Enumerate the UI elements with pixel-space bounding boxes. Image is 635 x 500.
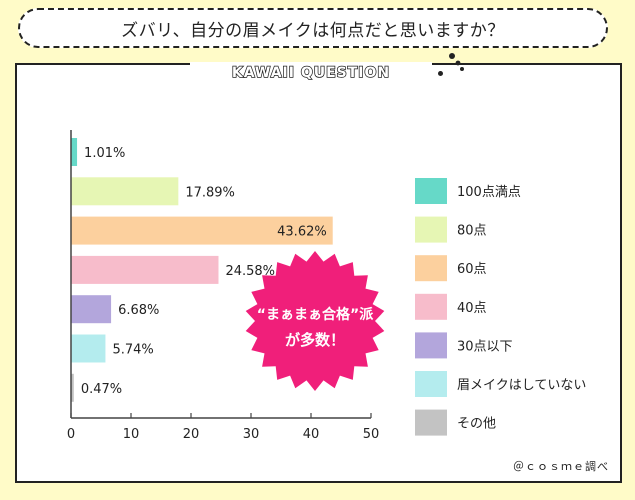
- legend-label-5: 30点以下: [457, 339, 513, 354]
- bar-2: [71, 177, 179, 206]
- bar-6: [71, 334, 106, 363]
- legend-swatch-6: [415, 371, 447, 397]
- bar-value-label-2: 17.89%: [185, 185, 235, 200]
- question-bubble: ズバリ、自分の眉メイクは何点だと思いますか？: [18, 8, 608, 48]
- bubble-tail-dot-1: [449, 53, 455, 59]
- bar-3: [71, 216, 333, 245]
- source-credit: ＠ｃｏｓｍｅ調べ: [513, 460, 609, 473]
- bar-value-label-3: 43.62%: [277, 225, 327, 240]
- kawaii-question-tag: KAWAII QUESTION: [190, 62, 432, 84]
- bubble-tail-dot-3: [460, 67, 464, 71]
- bar-1: [71, 138, 78, 166]
- bar-value-label-5: 6.68%: [118, 303, 159, 318]
- bar-5: [71, 295, 112, 324]
- legend-label-4: 40点: [457, 301, 487, 316]
- tag-text: KAWAII QUESTION: [231, 64, 391, 82]
- legend-swatch-4: [415, 293, 447, 320]
- bar-4: [71, 255, 219, 284]
- legend-label-3: 60点: [457, 262, 487, 277]
- x-tick-label-50: 50: [363, 427, 380, 442]
- callout-line-2: が多数！: [285, 331, 345, 349]
- callout-line-1: “まぁまぁ合格”派: [257, 306, 374, 323]
- legend-swatch-5: [415, 332, 447, 359]
- bar-value-label-4: 24.58%: [225, 264, 275, 279]
- legend-swatch-1: [415, 178, 447, 204]
- legend-label-1: 100点満点: [457, 185, 521, 200]
- legend-swatch-3: [415, 255, 447, 282]
- legend-label-2: 80点: [457, 224, 487, 239]
- legend-label-7: その他: [457, 417, 496, 432]
- bar-7: [71, 373, 74, 402]
- x-tick-label-0: 0: [67, 427, 75, 442]
- bar-value-label-7: 0.47%: [81, 382, 122, 397]
- x-tick-label-10: 10: [123, 427, 140, 442]
- bar-value-label-6: 5.74%: [112, 343, 153, 358]
- x-tick-label-40: 40: [303, 427, 320, 442]
- question-text: ズバリ、自分の眉メイクは何点だと思いますか？: [121, 20, 505, 41]
- bubble-tail-dot-2: [455, 60, 461, 66]
- legend-swatch-2: [415, 216, 447, 243]
- bar-value-label-1: 1.01%: [84, 146, 125, 161]
- tag-right-dot: [438, 71, 443, 76]
- callout-starburst: [245, 251, 385, 391]
- x-tick-label-30: 30: [243, 427, 260, 442]
- x-tick-label-20: 20: [183, 427, 200, 442]
- legend-swatch-7: [415, 409, 447, 436]
- legend-label-6: 眉メイクはしていない: [457, 378, 586, 393]
